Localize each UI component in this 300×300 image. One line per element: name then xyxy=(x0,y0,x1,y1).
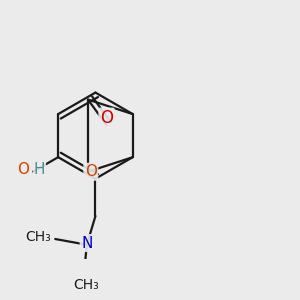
Text: O: O xyxy=(100,109,113,127)
Text: CH₃: CH₃ xyxy=(73,278,99,292)
Text: H: H xyxy=(34,162,45,177)
Text: O: O xyxy=(17,162,29,177)
Text: CH₃: CH₃ xyxy=(25,230,51,244)
Text: O: O xyxy=(85,164,97,179)
Text: N: N xyxy=(81,236,92,250)
